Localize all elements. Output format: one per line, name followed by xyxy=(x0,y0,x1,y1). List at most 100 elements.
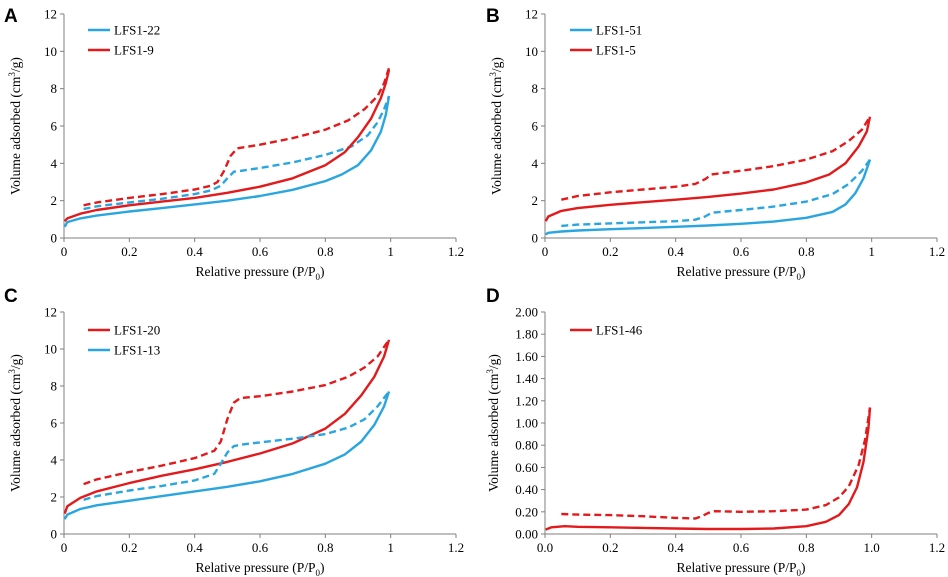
x-axis-label: Relative pressure (P/P0) xyxy=(196,264,325,282)
x-tick-label: 0.8 xyxy=(798,244,814,259)
x-tick-label: 1.2 xyxy=(448,244,464,259)
y-tick-label: 1.40 xyxy=(515,371,538,386)
x-tick-label: 0.2 xyxy=(121,540,137,555)
x-tick-label: 0.4 xyxy=(187,540,204,555)
series-lfs1-46-desorption-line xyxy=(561,407,872,520)
y-axis-label-sup: 3 xyxy=(488,72,498,77)
legend-label: LFS1-51 xyxy=(596,23,642,38)
series-lfs1-5-adsorption-line xyxy=(544,116,872,222)
panel-label: A xyxy=(4,6,18,27)
series-lfs1-51-adsorption-line xyxy=(545,159,872,236)
y-tick-label: 12 xyxy=(525,7,538,22)
x-tick-label: 1 xyxy=(868,244,875,259)
y-tick-label: 0 xyxy=(532,231,539,246)
legend-label: LFS1-22 xyxy=(114,23,160,38)
panel-label: B xyxy=(486,6,500,27)
series-lfs1-20-desorption-line xyxy=(83,339,390,486)
y-axis-label-end: /g) xyxy=(8,57,23,72)
y-tick-label: 2.00 xyxy=(515,305,538,320)
x-tick-label: 0.6 xyxy=(733,244,750,259)
y-tick-label: 2 xyxy=(532,193,539,208)
series-lfs1-13-adsorption-line xyxy=(63,391,391,520)
y-axis-label-end: /g) xyxy=(489,57,504,72)
legend-label: LFS1-5 xyxy=(596,43,636,58)
y-axis-label-sup: 3 xyxy=(7,369,17,374)
x-tick-label: 0.0 xyxy=(537,540,553,555)
x-tick-label: 0.8 xyxy=(317,540,333,555)
x-tick-label: 0 xyxy=(61,540,68,555)
y-tick-label: 12 xyxy=(44,7,57,22)
y-tick-label: 12 xyxy=(44,305,57,320)
y-axis-label-sup: 3 xyxy=(7,72,17,77)
y-tick-label: 6 xyxy=(532,119,539,134)
legend-label: LFS1-13 xyxy=(114,343,160,358)
x-tick-label: 0.2 xyxy=(121,244,137,259)
y-tick-label: 4 xyxy=(532,156,539,171)
x-axis-label: Relative pressure (P/P0) xyxy=(196,560,325,577)
x-axis-label-sub: 0 xyxy=(796,272,801,282)
y-axis-label: Volume adsorbed (cm3/g) xyxy=(488,57,504,195)
x-axis-label-sub: 0 xyxy=(315,272,320,282)
y-tick-label: 10 xyxy=(44,342,57,357)
y-axis-label-sup: 3 xyxy=(485,369,495,374)
y-tick-label: 1.20 xyxy=(515,393,538,408)
x-tick-label: 1 xyxy=(387,244,394,259)
y-tick-label: 0.40 xyxy=(515,482,538,497)
series-lfs1-46-adsorption-line xyxy=(545,407,872,531)
y-tick-label: 0.20 xyxy=(515,504,538,519)
x-tick-label: 0.4 xyxy=(668,540,685,555)
x-tick-label: 0.4 xyxy=(668,244,685,259)
x-tick-label: 1.2 xyxy=(929,540,945,555)
y-tick-label: 0.60 xyxy=(515,460,538,475)
x-tick-label: 1.2 xyxy=(929,244,945,259)
y-tick-label: 8 xyxy=(51,81,58,96)
chart-panel-b: B 0 2 4 6 8 10 12 0 0.2 0.4 0.6 0.8 1 1.2 Relative pres… xyxy=(486,6,945,282)
chart-panel-a: A 0 2 4 6 8 10 12 0 0.2 0.4 0.6 0.8 1 1.2 Relative pres… xyxy=(4,6,464,282)
y-tick-label: 0 xyxy=(51,527,58,542)
x-axis-label-end: ) xyxy=(320,264,325,279)
x-tick-label: 1.0 xyxy=(864,540,880,555)
legend-label: LFS1-20 xyxy=(114,323,160,338)
y-tick-label: 4 xyxy=(51,156,58,171)
x-tick-label: 0.6 xyxy=(733,540,750,555)
y-tick-label: 1.80 xyxy=(515,327,538,342)
chart-panel-d: D0.000.200.400.600.801.001.201.401.601.8… xyxy=(485,286,945,577)
series-lfs1-22-adsorption-line xyxy=(63,95,391,228)
x-axis-label-end: ) xyxy=(801,560,806,575)
y-tick-label: 2 xyxy=(51,193,58,208)
series-lfs1-13-desorption-line xyxy=(83,390,390,501)
y-tick-label: 0.00 xyxy=(515,527,538,542)
x-tick-label: 0.6 xyxy=(252,244,269,259)
y-tick-label: 10 xyxy=(525,44,538,59)
y-tick-label: 8 xyxy=(532,81,539,96)
y-axis-label-end: /g) xyxy=(486,354,501,369)
chart-panel-c: C 0 2 4 6 8 10 12 0 0.2 0.4 0.6 0.8 1 1.2 Relative pres… xyxy=(4,286,464,577)
x-tick-label: 0.8 xyxy=(317,244,333,259)
x-tick-label: 0 xyxy=(542,244,549,259)
y-axis-label-text: Volume adsorbed (cm xyxy=(8,76,23,195)
series-lfs1-9-desorption-line xyxy=(83,67,391,207)
y-tick-label: 2 xyxy=(51,490,58,505)
x-axis-label-end: ) xyxy=(320,560,325,575)
series-lfs1-20-adsorption-line xyxy=(63,339,391,515)
y-tick-label: 0 xyxy=(51,231,58,246)
y-tick-label: 6 xyxy=(51,119,58,134)
y-axis-label: Volume adsorbed (cm3/g) xyxy=(7,57,23,195)
y-axis-label-text: Volume adsorbed (cm xyxy=(489,76,504,195)
y-tick-label: 1.60 xyxy=(515,349,538,364)
x-axis-label: Relative pressure (P/P0) xyxy=(677,560,806,577)
x-axis-label-text: Relative pressure (P/P xyxy=(196,264,316,279)
x-tick-label: 0.4 xyxy=(187,244,204,259)
y-axis-label: Volume adsorbed (cm3/g) xyxy=(485,354,501,492)
x-axis-label-end: ) xyxy=(801,264,806,279)
x-tick-label: 0.8 xyxy=(798,540,814,555)
x-tick-label: 0.2 xyxy=(602,244,618,259)
x-tick-label: 1.2 xyxy=(448,540,464,555)
panel-label: D xyxy=(486,286,500,307)
y-tick-label: 8 xyxy=(51,379,58,394)
x-axis-label-text: Relative pressure (P/P xyxy=(677,560,797,575)
x-tick-label: 0.6 xyxy=(252,540,269,555)
legend-label: LFS1-46 xyxy=(596,323,643,338)
y-tick-label: 1.00 xyxy=(515,416,538,431)
